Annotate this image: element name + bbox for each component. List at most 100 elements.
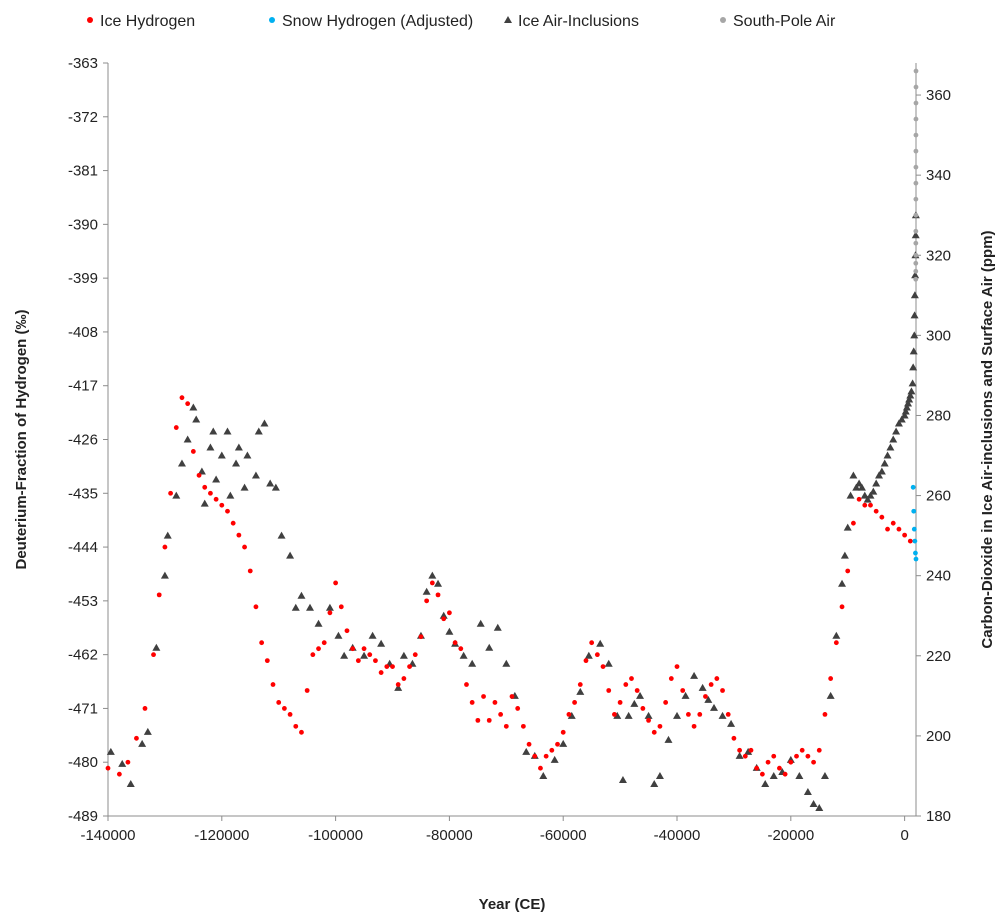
ice-hydrogen-point (464, 682, 469, 687)
ice-air-inclusions-point (910, 311, 919, 319)
ice-hydrogen-point (378, 670, 384, 675)
ice-air-inclusions-point (664, 735, 673, 743)
ice-air-inclusions-point (803, 787, 812, 795)
y-left-tick-label: -417 (68, 378, 98, 395)
ice-air-inclusions-point (539, 771, 548, 779)
ice-hydrogen-point (725, 712, 731, 717)
snow-hydrogen-adjusted-point (911, 526, 917, 532)
ice-hydrogen-point (771, 753, 777, 759)
ice-hydrogen-point (196, 472, 202, 478)
y-right-tick-label: 240 (926, 568, 951, 585)
ice-hydrogen-point (179, 395, 185, 401)
ice-hydrogen-point (202, 484, 208, 490)
ice-hydrogen-point (270, 682, 276, 687)
ice-hydrogen-point (646, 717, 651, 723)
ice-hydrogen-point (498, 712, 504, 717)
ice-hydrogen-point (344, 628, 350, 634)
ice-air-inclusions-point (872, 479, 881, 487)
ice-hydrogen-point (287, 712, 293, 717)
snow-hydrogen-adjusted-point (913, 556, 919, 562)
ice-hydrogen-point (606, 688, 612, 693)
ice-air-inclusions-point (277, 531, 286, 539)
ice-air-inclusions-point (860, 491, 869, 499)
ice-hydrogen-point (640, 706, 646, 711)
ice-hydrogen-point (469, 700, 475, 705)
legend-label: South-Pole Air (733, 13, 836, 30)
ice-air-inclusions-point (106, 747, 115, 755)
ice-hydrogen-point (242, 544, 247, 550)
ice-hydrogen-point (327, 610, 333, 616)
ice-hydrogen-point (116, 771, 122, 777)
legend-marker (269, 17, 275, 23)
y-left-tick-label: -435 (68, 485, 98, 502)
ice-air-inclusions-point (177, 459, 186, 467)
ice-hydrogen-point (156, 592, 162, 598)
ice-hydrogen-point (885, 526, 890, 532)
ice-air-inclusions-point (910, 331, 919, 339)
y-right-tick-label: 280 (926, 407, 951, 424)
ice-air-inclusions-point (209, 427, 218, 435)
ice-air-inclusions-point (152, 643, 161, 651)
ice-hydrogen-point (754, 765, 760, 771)
ice-air-inclusions-point (815, 803, 824, 811)
ice-hydrogen-point (873, 508, 879, 514)
ice-hydrogen-point (367, 652, 373, 658)
ice-air-inclusions-point (428, 571, 437, 579)
ice-air-inclusions-point (880, 459, 889, 467)
ice-air-inclusions-point (857, 483, 866, 491)
ice-air-inclusions-point (826, 691, 835, 699)
ice-air-inclusions-point (655, 771, 664, 779)
ice-air-inclusions-point (297, 591, 306, 599)
ice-hydrogen-point (390, 664, 395, 669)
ice-air-inclusions-point (183, 435, 192, 443)
ice-air-inclusions-point (422, 587, 431, 595)
ice-air-inclusions-point (909, 347, 918, 355)
ice-air-inclusions-point (576, 687, 585, 695)
x-tick-label: 0 (900, 827, 908, 844)
snow-hydrogen-adjusted-point (911, 508, 917, 514)
y-right-tick-label: 260 (926, 488, 951, 505)
ice-hydrogen-point (361, 646, 367, 652)
ice-hydrogen-point (833, 640, 839, 646)
ice-air-inclusions-point (908, 379, 917, 387)
ice-hydrogen-point (862, 502, 868, 508)
ticks: -140000 -120000 -100000 -80000 -60000 -40000 -… (68, 55, 951, 844)
y-right-tick-label: 340 (926, 167, 951, 184)
ice-hydrogen-point (230, 520, 236, 526)
y-left-tick-label: -363 (68, 55, 98, 72)
ice-hydrogen-point (299, 729, 304, 735)
ice-hydrogen-point (560, 729, 566, 735)
ice-hydrogen-point (589, 640, 595, 646)
ice-air-inclusions-point (718, 711, 727, 719)
ice-hydrogen-point (338, 604, 344, 610)
south-pole-air-point (913, 68, 919, 74)
ice-hydrogen-point (594, 652, 600, 658)
ice-hydrogen-point (617, 700, 623, 705)
ice-hydrogen-point (868, 502, 873, 508)
ice-air-inclusions-point (243, 451, 252, 459)
legend-label: Ice Hydrogen (100, 13, 195, 30)
ice-air-inclusions-point (522, 747, 531, 755)
y-right-tick-label: 320 (926, 247, 951, 264)
ice-hydrogen-point (777, 765, 782, 771)
ice-air-inclusions-point (118, 759, 127, 767)
ice-air-inclusions-point (314, 619, 323, 627)
legend-marker (87, 17, 93, 23)
ice-hydrogen-point (703, 694, 708, 699)
ice-hydrogen-point (634, 688, 640, 693)
y-left-tick-label: -408 (68, 324, 98, 341)
ice-air-inclusions-point (439, 611, 448, 619)
ice-hydrogen-point (685, 712, 691, 717)
ice-air-inclusions-point (550, 755, 559, 763)
ice-air-inclusions-point (644, 711, 653, 719)
ice-hydrogen-point (310, 652, 316, 658)
ice-air-inclusions-point (889, 435, 898, 443)
south-pole-air-point (913, 252, 919, 258)
ice-air-inclusions-point (160, 571, 169, 579)
ice-hydrogen-point (799, 747, 805, 753)
ice-hydrogen-point (475, 717, 481, 723)
ice-air-inclusions-point (172, 491, 181, 499)
ice-hydrogen-point (805, 753, 811, 759)
ice-air-inclusions-point (863, 495, 872, 503)
ice-hydrogen-point (651, 729, 657, 735)
